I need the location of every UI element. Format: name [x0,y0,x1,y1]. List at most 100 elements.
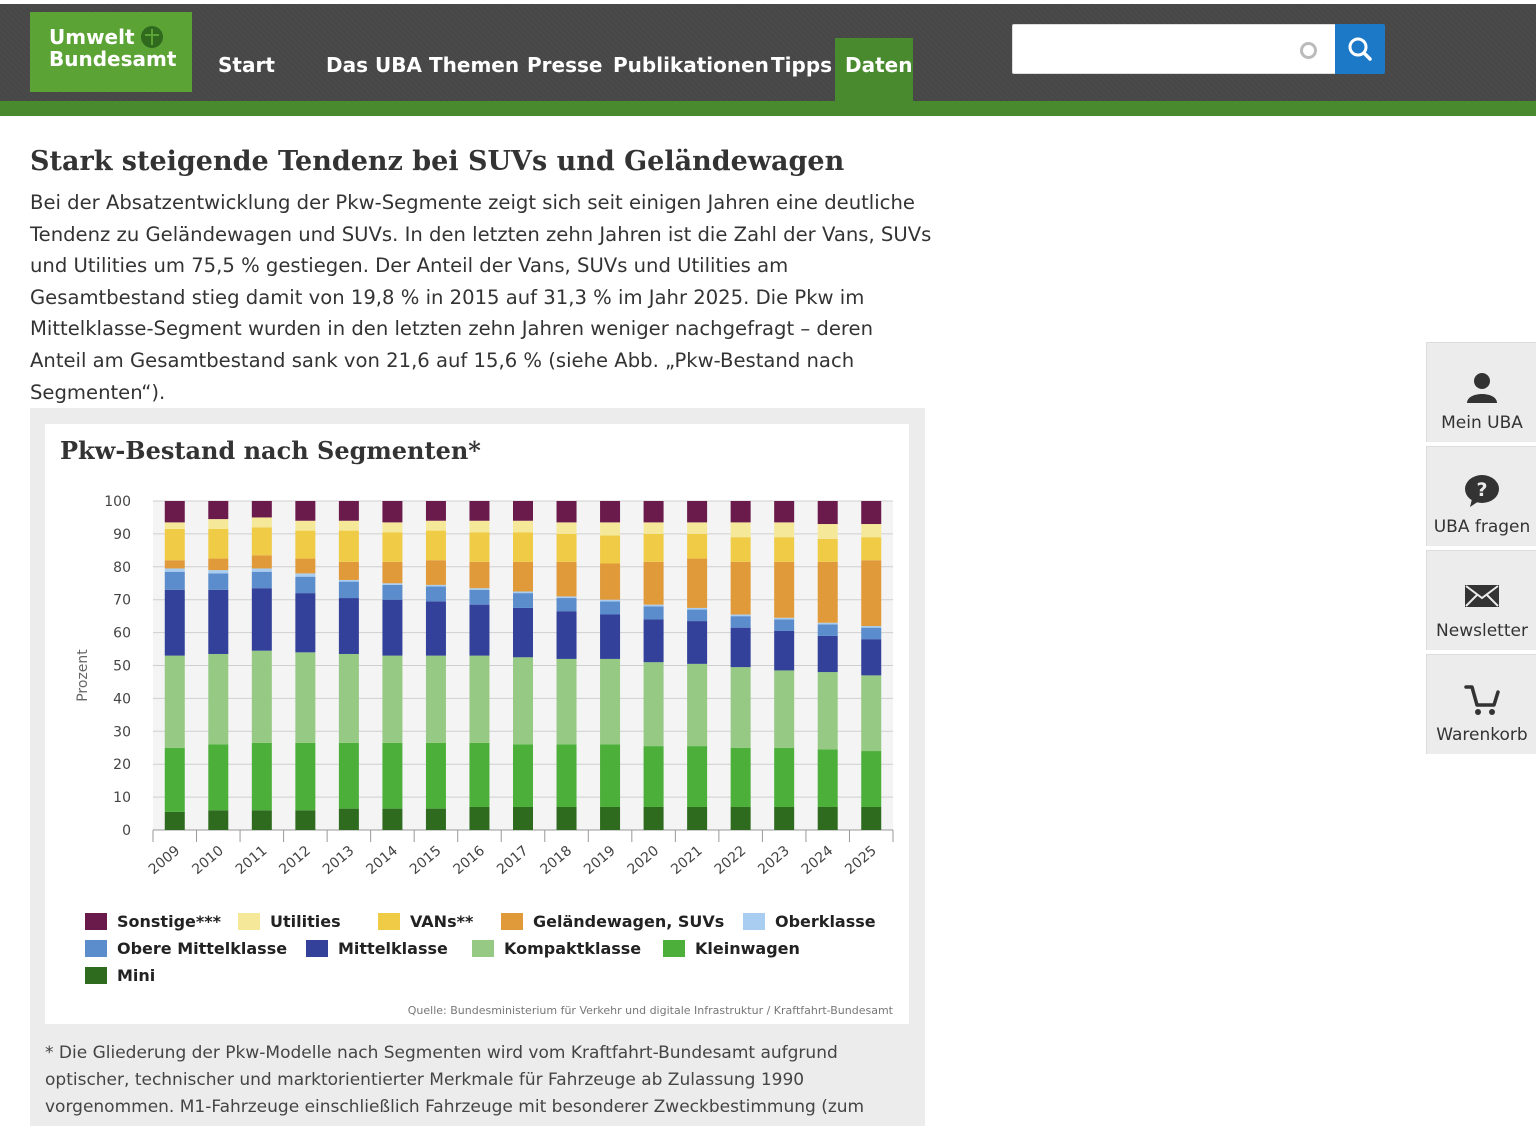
nav-das-uba[interactable]: Das UBA [326,53,422,77]
bar-segment [687,533,708,559]
bar-segment [208,744,229,811]
bar-segment [382,532,403,562]
nav-presse[interactable]: Presse [527,53,603,77]
bar-segment [469,588,490,590]
y-tick-label: 30 [113,724,131,740]
bar-segment [687,621,708,664]
nav-themen[interactable]: Themen [429,53,520,77]
bar-segment [730,616,751,628]
bar-segment [643,501,664,523]
logo-line1: Umwelt [49,25,135,49]
uba-logo[interactable]: Umwelt Bundesamt [30,12,192,92]
header-top-line [0,0,1536,4]
bar-segment [513,561,533,592]
bar-segment [687,607,708,610]
bar-segment [469,655,490,743]
bar-segment [556,806,577,830]
bar-segment [425,808,446,830]
bar-segment [425,501,446,521]
bar-segment [687,806,708,830]
bar-segment [208,653,229,745]
bar-segment [730,561,751,615]
side-mein-uba[interactable]: Mein UBA [1426,342,1536,442]
bar-segment [251,555,272,569]
bar-segment [208,589,229,654]
bar-segment [295,520,316,531]
nav-start[interactable]: Start [218,53,275,77]
bar-segment [643,606,664,620]
chart-source: Quelle: Bundesministerium für Verkehr un… [407,1004,893,1017]
legend-item: VANs** [378,912,473,931]
y-tick-label: 40 [113,691,131,707]
bar-segment [425,584,446,587]
bar-segment [295,742,316,811]
bar-segment [861,524,882,538]
envelope-icon [1465,585,1499,607]
bar-segment [687,501,708,523]
bar-segment [425,560,446,585]
search-input[interactable] [1012,24,1336,74]
bar-segment [295,501,316,521]
bar-segment [643,662,664,747]
x-tick-label: 2010 [189,843,227,878]
bar-segment [817,538,838,562]
bar-segment [600,501,621,523]
nav-publikationen[interactable]: Publikationen [613,53,769,77]
x-tick-label: 2021 [668,843,706,878]
bar-segment [817,672,838,750]
y-tick-label: 90 [113,527,131,543]
side-warenkorb[interactable]: Warenkorb [1426,654,1536,754]
x-tick-label: 2011 [233,843,271,878]
bar-segment [556,744,577,807]
bar-segment [513,593,533,608]
x-tick-label: 2012 [276,843,314,878]
x-tick-label: 2014 [363,843,401,878]
bar-segment [164,811,185,830]
x-tick-label: 2018 [538,843,576,878]
nav-tipps[interactable]: Tipps [771,53,833,77]
bar-segment [730,501,751,523]
question-icon: ? [1465,475,1499,507]
bar-segment [164,528,185,561]
bar-segment [425,655,446,743]
bar-segment [469,604,490,656]
bar-segment [382,808,403,830]
bar-segment [774,561,795,618]
loading-ring-icon [1300,42,1317,59]
bar-segment [382,522,403,533]
bar-segment [600,563,621,600]
bar-segment [251,501,272,518]
bar-segment [513,806,533,830]
bar-segment [251,527,272,556]
header-green-bar [0,101,1536,116]
bar-segment [643,619,664,663]
bar-segment [643,746,664,807]
bar-segment [164,568,185,572]
bar-segment [295,652,316,743]
bar-segment [600,522,621,536]
legend-item: Kompaktklasse [472,939,641,958]
side-uba-fragen[interactable]: ? UBA fragen [1426,446,1536,546]
bar-segment [164,655,185,748]
cart-icon [1464,685,1500,715]
bar-segment [600,658,621,745]
bar-segment [338,598,359,654]
nav-daten[interactable]: Daten [835,38,913,101]
bar-segment [513,501,533,521]
legend-item: Sonstige*** [85,912,221,931]
search-button[interactable] [1335,24,1385,74]
bar-segment [774,522,795,538]
y-tick-label: 50 [113,659,131,675]
side-newsletter[interactable]: Newsletter [1426,550,1536,650]
legend-swatch [743,913,765,930]
bar-segment [382,561,403,584]
bar-segment [338,742,359,809]
legend-swatch [306,940,328,957]
bar-segment [861,501,882,525]
side-label: Warenkorb [1436,725,1528,745]
bar-segment [556,501,577,523]
bar-segment [382,655,403,743]
bar-segment [251,742,272,811]
legend-swatch [85,940,107,957]
bar-segment [164,747,185,812]
